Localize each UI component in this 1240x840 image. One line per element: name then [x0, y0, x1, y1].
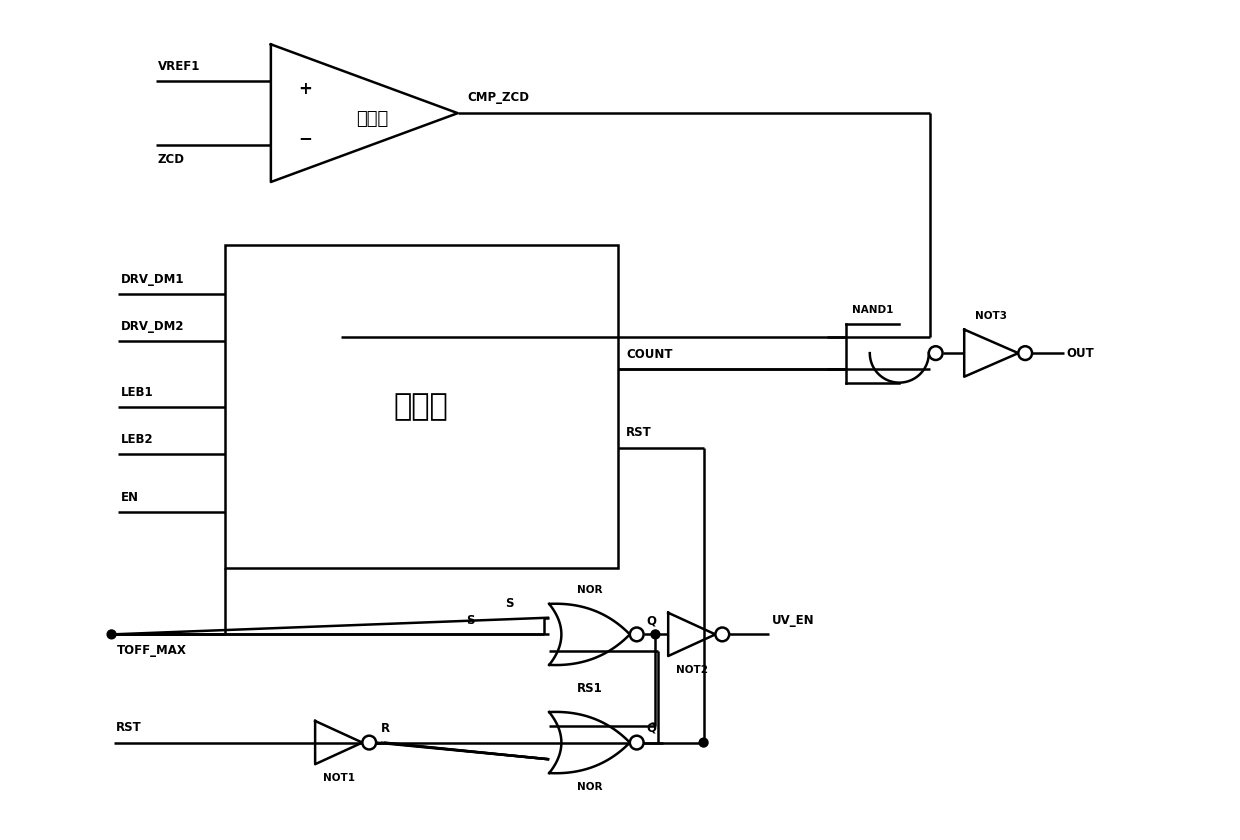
Text: NOR: NOR	[577, 585, 603, 595]
Text: EN: EN	[120, 491, 139, 504]
Text: S: S	[506, 597, 515, 611]
Text: LEB1: LEB1	[120, 386, 153, 399]
Circle shape	[651, 630, 660, 639]
Text: VREF1: VREF1	[157, 60, 200, 73]
Circle shape	[1018, 346, 1032, 360]
Text: NOT1: NOT1	[322, 773, 355, 783]
Circle shape	[630, 736, 644, 749]
Text: Q̄: Q̄	[646, 722, 656, 735]
Text: RST: RST	[115, 722, 141, 734]
Text: 计时器: 计时器	[394, 391, 449, 421]
Circle shape	[630, 627, 644, 641]
Circle shape	[929, 346, 942, 360]
Text: R: R	[381, 722, 391, 735]
Text: Q: Q	[646, 614, 656, 627]
Text: RST: RST	[626, 426, 652, 439]
Text: TOFF_MAX: TOFF_MAX	[117, 643, 186, 657]
Text: S: S	[466, 614, 475, 627]
Text: COUNT: COUNT	[626, 348, 672, 360]
Circle shape	[699, 738, 708, 747]
Text: CMP_ZCD: CMP_ZCD	[467, 91, 529, 104]
Text: NAND1: NAND1	[852, 305, 894, 315]
Circle shape	[715, 627, 729, 641]
Text: 比较器: 比较器	[356, 110, 388, 128]
Text: DRV_DM2: DRV_DM2	[120, 320, 184, 333]
Text: DRV_DM1: DRV_DM1	[120, 273, 184, 286]
Text: LEB2: LEB2	[120, 433, 153, 446]
Circle shape	[362, 736, 376, 749]
Text: −: −	[299, 129, 312, 147]
Text: OUT: OUT	[1066, 347, 1094, 360]
Bar	[224, 245, 618, 568]
Text: ZCD: ZCD	[157, 153, 185, 166]
Text: RS1: RS1	[577, 682, 603, 695]
Text: UV_EN: UV_EN	[771, 614, 815, 627]
Text: NOT3: NOT3	[975, 311, 1007, 321]
Text: +: +	[299, 80, 312, 97]
Text: NOR: NOR	[577, 782, 603, 792]
Text: NOT2: NOT2	[676, 664, 708, 675]
Circle shape	[107, 630, 117, 639]
